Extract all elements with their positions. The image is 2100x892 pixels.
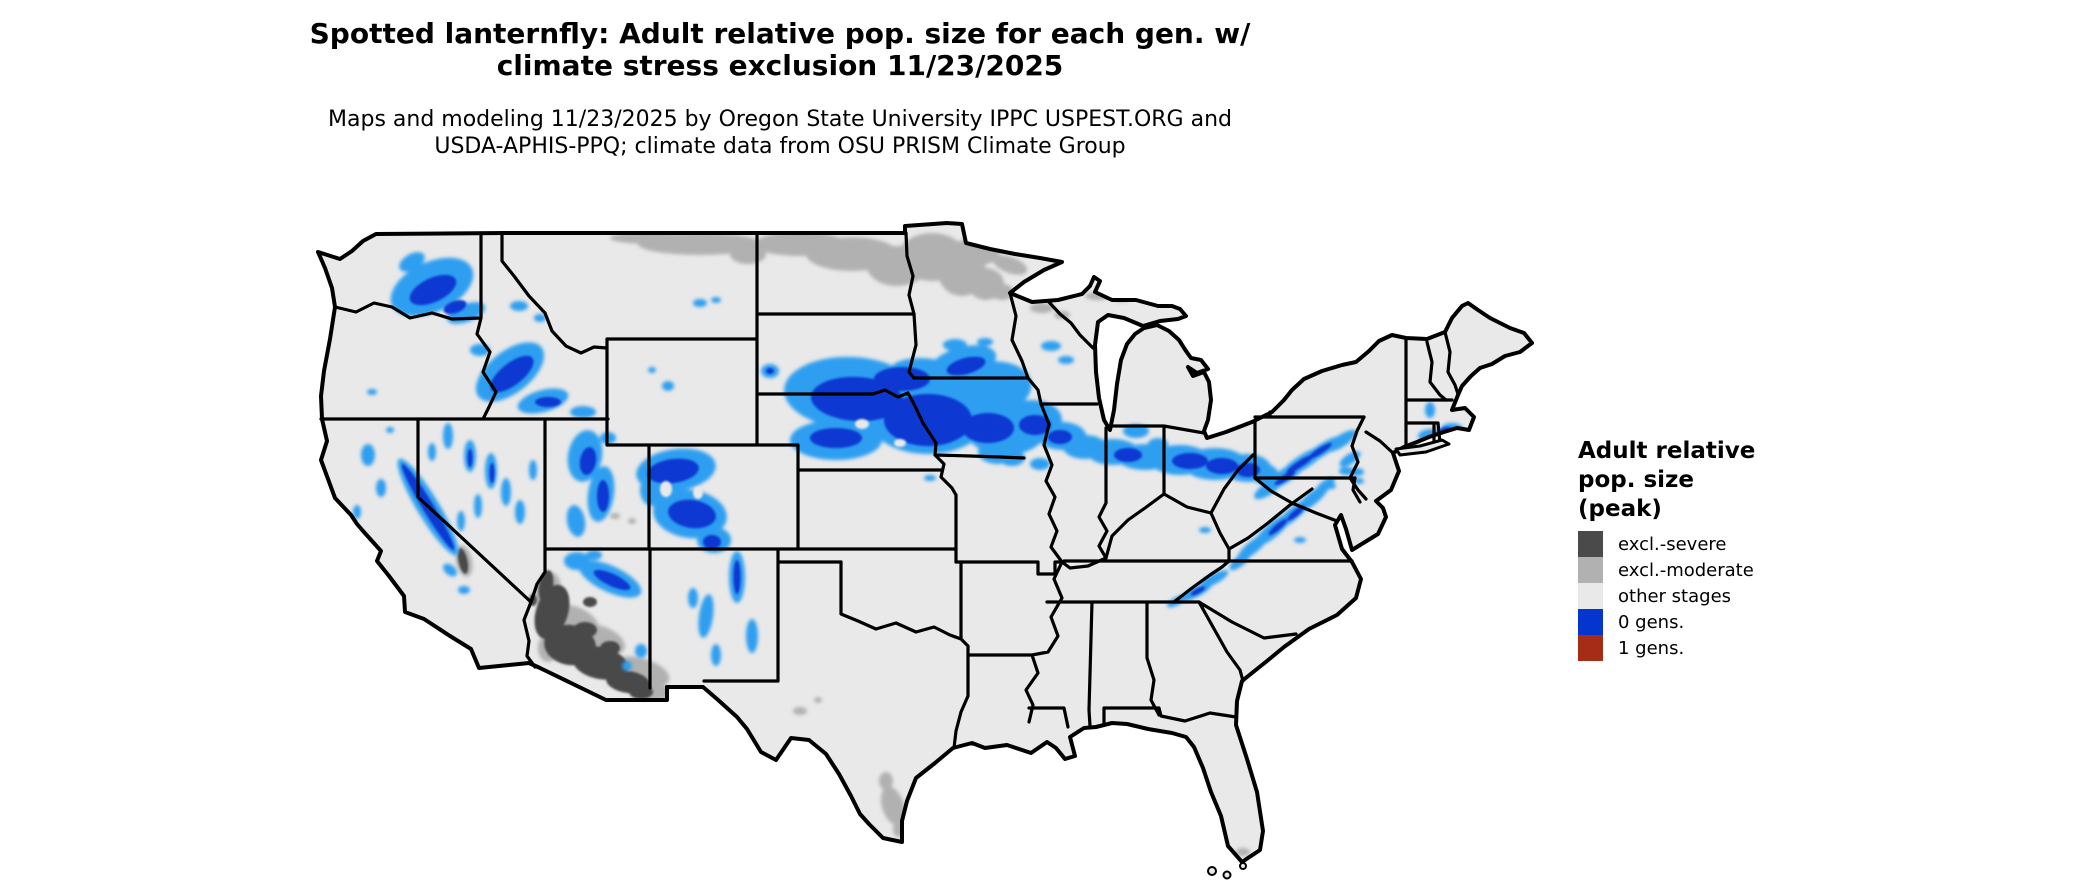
chart-header: Spotted lanternfly: Adult relative pop. …	[0, 18, 1560, 160]
map-subtitle-line2: USDA-APHIS-PPQ; climate data from OSU PR…	[434, 134, 1126, 159]
map-title-line2: climate stress exclusion 11/23/2025	[496, 49, 1064, 82]
state-borders-rivers	[333, 231, 1460, 750]
legend-item: excl.-severe	[1578, 531, 1838, 557]
legend: Adult relative pop. size (peak) excl.-se…	[1578, 437, 1838, 661]
long-island	[1394, 438, 1451, 457]
florida-keys	[1207, 862, 1247, 880]
legend-items: excl.-severe excl.-moderate other stages 0 …	[1578, 531, 1838, 661]
legend-swatch	[1578, 583, 1603, 609]
legend-title-line3: (peak)	[1578, 496, 1662, 522]
map-title: Spotted lanternfly: Adult relative pop. …	[0, 18, 1560, 82]
legend-item: 1 gens.	[1578, 635, 1838, 661]
legend-label: excl.-moderate	[1618, 559, 1754, 581]
legend-label: 0 gens.	[1618, 611, 1685, 633]
raster-layers	[353, 232, 1471, 856]
legend-swatch	[1578, 531, 1603, 557]
legend-swatch	[1578, 557, 1603, 583]
map-subtitle: Maps and modeling 11/23/2025 by Oregon S…	[0, 106, 1560, 160]
excl-severe-raster	[457, 548, 653, 699]
state-borders-straight	[319, 231, 1454, 729]
legend-item: excl.-moderate	[1578, 557, 1838, 583]
legend-item: 0 gens.	[1578, 609, 1838, 635]
legend-swatch	[1578, 635, 1603, 661]
map-title-line1: Spotted lanternfly: Adult relative pop. …	[309, 17, 1251, 50]
legend-label: other stages	[1618, 585, 1732, 607]
legend-label: excl.-severe	[1618, 533, 1727, 555]
legend-title: Adult relative pop. size (peak)	[1578, 437, 1838, 524]
state-borders	[319, 231, 1460, 750]
legend-title-line2: pop. size	[1578, 467, 1695, 493]
legend-swatch	[1578, 609, 1603, 635]
raster-holes	[660, 419, 906, 499]
legend-title-line1: Adult relative	[1578, 438, 1756, 464]
map-subtitle-line1: Maps and modeling 11/23/2025 by Oregon S…	[328, 107, 1232, 132]
legend-item: other stages	[1578, 583, 1838, 609]
legend-label: 1 gens.	[1618, 637, 1685, 659]
